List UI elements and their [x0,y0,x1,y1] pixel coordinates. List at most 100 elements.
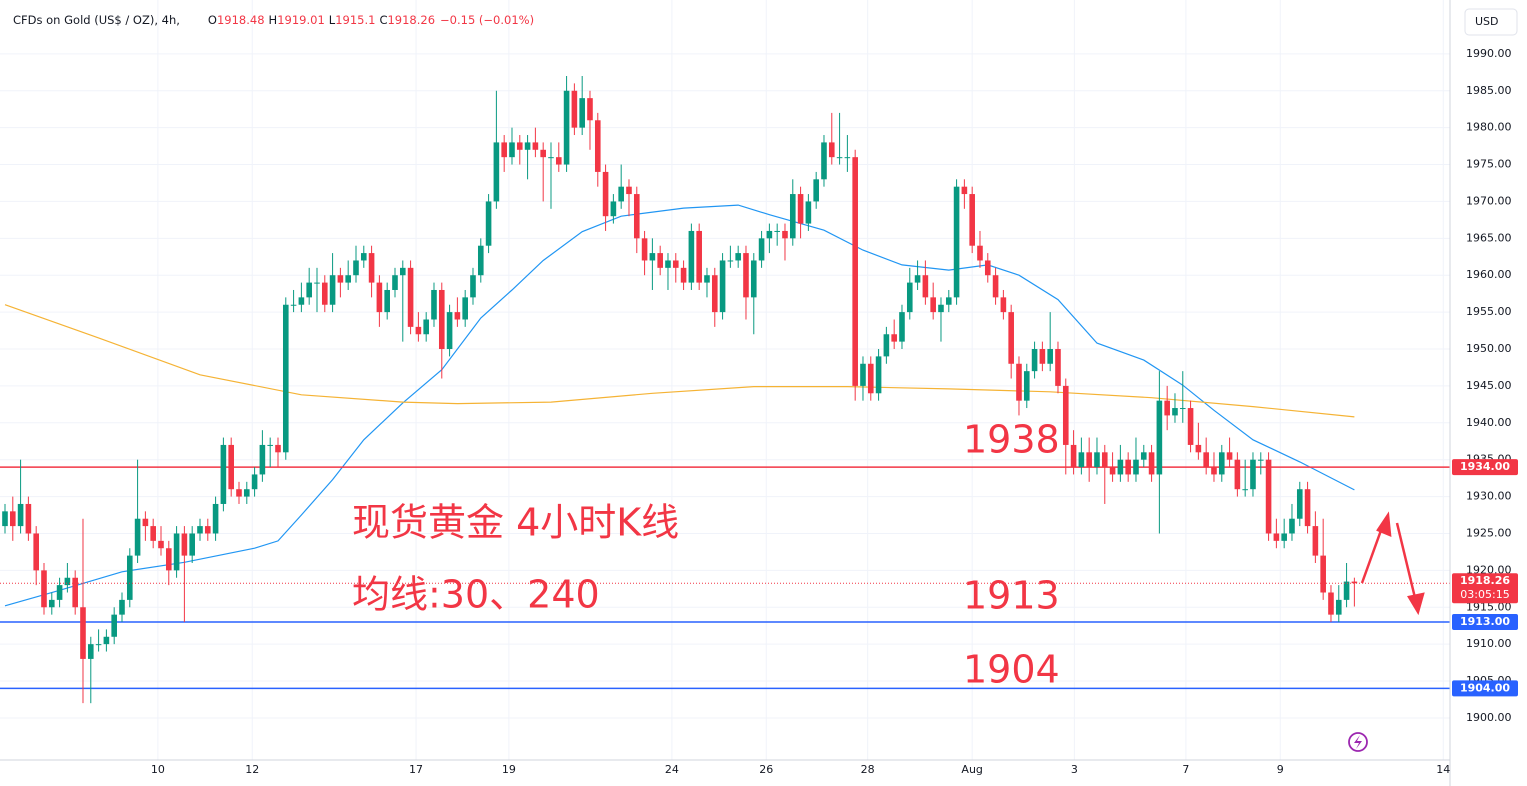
candle-body [1172,408,1178,416]
moving-average [4,204,1355,607]
candle-body [867,363,874,394]
candle-body [485,201,492,246]
moving-average [4,304,1355,418]
candle-body [1257,459,1264,461]
candle-body [95,644,102,646]
candle-body [493,142,500,202]
candle-body [602,171,609,217]
candle-body [17,503,24,527]
candle-body [555,157,562,165]
legend-header: CFDs on Gold (US$ / OZ), 4h, O1918.48 H191… [13,13,534,27]
l-label: L [329,13,336,27]
candle-body [688,230,695,283]
candle-body [72,577,78,608]
level-label: 1913.00 [1460,615,1510,628]
plot [0,76,1450,704]
candle-body [805,201,812,224]
annotation: 现货黄金 4小时K线 [352,501,679,545]
candle-body [1125,459,1131,475]
candle-body [1234,459,1241,490]
y-tick-label: 1965.00 [1466,231,1512,244]
candle-body [337,275,344,283]
candle-body [1195,444,1202,453]
y-tick-label: 1945.00 [1466,379,1512,392]
candle-body [103,636,110,645]
candle-body [1250,459,1256,490]
candle-body [399,267,406,276]
candle-body [563,90,570,165]
candle-body [87,644,94,659]
x-tick-label: 28 [861,763,875,776]
y-tick-label: 1940.00 [1466,416,1512,429]
candle-body [953,186,960,298]
y-tick-label: 1960.00 [1466,268,1512,281]
candle-body [454,312,461,320]
candle-body [1140,452,1147,460]
candle-body [938,304,944,313]
candle-body [1031,349,1038,372]
candle-body [501,142,507,158]
candle-body [789,194,796,239]
candle-body [384,289,390,313]
candle-body [1101,452,1108,468]
candle-body [836,157,843,159]
candle-body [571,90,578,128]
candle-body [1335,599,1342,615]
annotation: 1913 [963,574,1060,618]
candle-body [984,260,991,276]
candle-body [1211,467,1217,475]
x-tick-label: 10 [151,763,165,776]
o-label: O [208,13,217,27]
candle-body [633,194,640,239]
candle-body [969,194,975,246]
currency-button[interactable] [1464,8,1518,36]
arrows [1360,511,1425,616]
candle-body [680,267,687,283]
candle-body [1351,581,1358,584]
candle-body [9,511,16,527]
candle-body [376,282,383,313]
candle-body [626,186,632,195]
candle-body [1016,363,1022,401]
candle-body [782,230,788,239]
candle-body [1218,452,1225,475]
candle-body [649,253,656,261]
candle-body [883,334,890,357]
candle-body [1296,489,1303,519]
candle-body [33,533,39,571]
y-tick-label: 1975.00 [1466,158,1512,171]
candle-body [665,260,671,268]
candle-body [298,297,305,305]
candle-body [1008,312,1014,364]
candle-body [251,474,258,490]
candle-body [267,444,273,446]
annotation: 1938 [963,418,1060,462]
event-icon[interactable] [1348,732,1368,752]
candle-body [1343,581,1350,600]
candle-body [48,599,55,608]
candle-body [321,282,328,305]
candle-body [353,260,359,276]
x-tick-label: 17 [409,763,423,776]
event-bolt [1354,735,1362,749]
candle-body [922,275,929,298]
y-tick-label: 1985.00 [1466,84,1512,97]
candle-body [1000,297,1007,313]
candle-body [181,533,188,556]
candle-body [345,275,351,283]
candle-body [945,297,952,305]
candle-body [875,356,882,394]
currency[interactable]: USD [1475,15,1499,28]
candle-body [906,282,913,313]
candle-body [392,275,398,290]
candle-body [407,267,414,327]
candle-body [548,157,554,159]
candle-body [711,275,718,313]
last-price-bg [1452,573,1518,604]
candle-body [696,230,702,283]
annotation: 均线:30、240 [352,573,600,617]
l-value: 1915.1 [335,13,375,27]
candle-body [165,548,172,571]
x-tick-label: 24 [665,763,679,776]
